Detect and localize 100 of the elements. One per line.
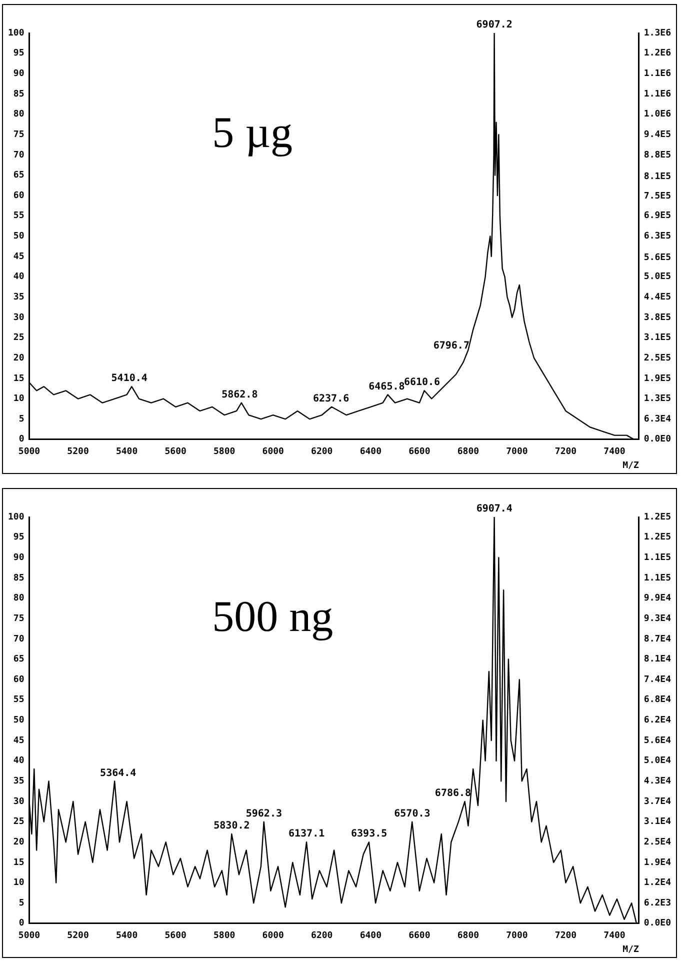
annotation: 5364.4 (100, 768, 136, 779)
y-tick-label: 10 (13, 394, 24, 404)
x-tick-label: 5200 (67, 931, 89, 942)
y-tick-label: 65 (13, 170, 24, 181)
annotation: 6786.8 (434, 788, 472, 800)
y-tick-label: 85 (13, 89, 24, 100)
y-tick-label: 100 (8, 512, 24, 522)
y-tick-label: 5 (18, 414, 24, 424)
y2-tick-label: 7.4E4 (644, 674, 672, 685)
x-tick-label: 6800 (457, 931, 480, 942)
y-tick-label: 15 (13, 858, 24, 868)
y-tick-label: 10 (13, 878, 24, 888)
y-tick-label: 5 (18, 898, 24, 908)
x-tick-label: 7000 (506, 931, 528, 942)
y-tick-label: 95 (13, 532, 24, 543)
annotation: 6610.6 (404, 377, 440, 388)
y2-tick-label: 8.1E4 (644, 654, 672, 665)
y2-tick-label: 4.4E5 (644, 292, 671, 303)
y2-tick-label: 1.1E5 (644, 573, 671, 584)
x-tick-label: 6800 (457, 447, 480, 458)
annotation: 6907.4 (476, 504, 512, 515)
y2-tick-label: 1.2E5 (644, 532, 671, 543)
x-tick-label: 6400 (360, 447, 382, 458)
annotation: 6796.7 (433, 340, 470, 352)
y-tick-label: 90 (13, 552, 24, 563)
y-tick-label: 15 (13, 374, 24, 384)
x-tick-label: 5600 (164, 447, 186, 458)
y2-tick-label: 9.9E4 (644, 594, 672, 604)
y2-tick-label: 0.0E0 (644, 918, 671, 929)
y2-tick-label: 3.7E4 (644, 796, 672, 807)
x-tick-label: 5400 (116, 931, 138, 942)
y-tick-label: 70 (13, 150, 24, 160)
y-tick-label: 90 (13, 68, 24, 79)
x-tick-label: 6000 (262, 931, 284, 942)
y2-tick-label: 1.2E4 (644, 878, 672, 888)
y2-tick-label: 1.3E6 (644, 28, 671, 38)
y2-tick-label: 6.8E4 (644, 695, 672, 706)
y-tick-label: 35 (13, 776, 24, 787)
y-tick-label: 50 (13, 232, 24, 242)
y-tick-label: 45 (13, 252, 24, 262)
x-axis-title: M/Z (622, 944, 640, 955)
annotation: 6465.8 (368, 381, 405, 392)
x-tick-label: 7400 (604, 931, 626, 942)
x-tick-label: 7400 (604, 447, 626, 458)
y2-tick-label: 5.6E4 (644, 736, 672, 746)
y2-tick-label: 1.9E4 (644, 858, 672, 868)
y2-tick-label: 5.0E5 (644, 272, 671, 282)
y2-tick-label: 7.5E5 (644, 192, 671, 202)
y-tick-label: 75 (13, 614, 24, 624)
annotation: 5830.2 (214, 820, 250, 832)
x-tick-label: 5800 (214, 447, 236, 458)
y2-tick-label: 1.3E5 (644, 394, 671, 404)
y2-tick-label: 2.5E5 (644, 353, 671, 364)
y-tick-label: 40 (13, 272, 24, 282)
x-tick-label: 5600 (164, 931, 186, 942)
y2-tick-label: 6.2E4 (644, 716, 672, 726)
y-tick-label: 100 (8, 28, 24, 38)
x-tick-label: 5000 (18, 447, 40, 458)
annotation: 6137.1 (288, 828, 325, 840)
x-tick-label: 5000 (18, 931, 40, 942)
y2-tick-label: 1.1E6 (644, 89, 671, 100)
y2-tick-label: 3.8E5 (644, 312, 671, 323)
y2-tick-label: 1.2E6 (644, 48, 671, 59)
x-tick-label: 5400 (116, 447, 138, 458)
y2-tick-label: 3.1E5 (644, 333, 671, 344)
y-tick-label: 40 (13, 756, 24, 766)
y2-tick-label: 3.1E4 (644, 817, 672, 828)
y2-tick-label: 1.9E5 (644, 374, 671, 384)
x-tick-label: 6400 (360, 931, 382, 942)
x-tick-label: 7200 (554, 931, 577, 942)
y-tick-label: 45 (13, 736, 24, 746)
annotation: 5962.3 (246, 808, 282, 820)
y-tick-label: 20 (13, 353, 24, 364)
annotation: 6237.6 (312, 393, 350, 404)
x-tick-label: 7000 (506, 447, 528, 458)
y-tick-label: 60 (13, 190, 24, 201)
y-tick-label: 35 (13, 292, 24, 303)
y2-tick-label: 5.0E4 (644, 756, 672, 766)
y2-tick-label: 6.3E5 (644, 232, 671, 242)
y2-tick-label: 5.6E5 (644, 252, 671, 263)
y-tick-label: 50 (13, 716, 24, 726)
x-tick-label: 6600 (408, 931, 430, 942)
y2-tick-label: 4.3E4 (644, 776, 672, 787)
annotation: 6393.5 (351, 828, 388, 840)
annotation: 5410.4 (111, 373, 148, 384)
annotation: 6907.2 (476, 20, 512, 31)
y-tick-label: 80 (13, 110, 24, 120)
y-tick-label: 0 (18, 434, 24, 445)
y2-tick-label: 8.1E5 (644, 172, 671, 182)
y2-tick-label: 1.1E6 (644, 68, 671, 79)
y2-tick-label: 6.3E4 (644, 414, 672, 424)
y-tick-label: 70 (13, 634, 24, 644)
y-tick-label: 0 (18, 918, 24, 929)
y-tick-label: 80 (13, 594, 24, 604)
x-tick-label: 6600 (408, 447, 430, 458)
y-tick-label: 75 (13, 130, 24, 140)
y2-tick-label: 9.4E5 (644, 130, 671, 140)
y-tick-label: 20 (13, 837, 24, 848)
y-tick-label: 55 (13, 211, 24, 222)
y-tick-label: 55 (13, 695, 24, 706)
